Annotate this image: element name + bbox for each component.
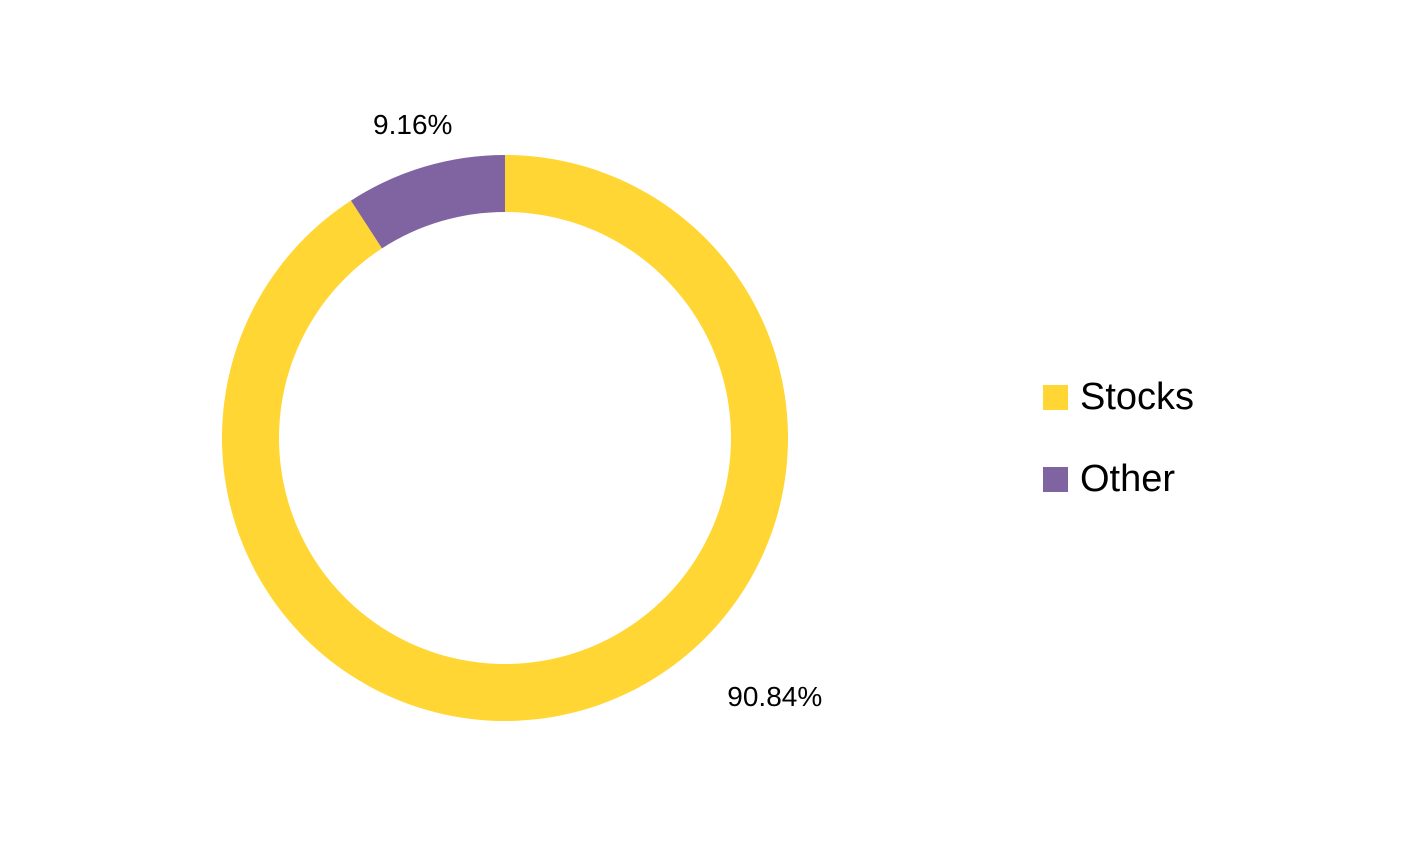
data-label: 9.16% (373, 109, 452, 140)
legend-label: Other (1080, 458, 1175, 500)
donut-slice (350, 155, 505, 249)
legend-swatch (1043, 467, 1068, 492)
legend-label: Stocks (1080, 376, 1194, 418)
legend-swatch (1043, 385, 1068, 410)
data-label: 90.84% (727, 681, 822, 712)
